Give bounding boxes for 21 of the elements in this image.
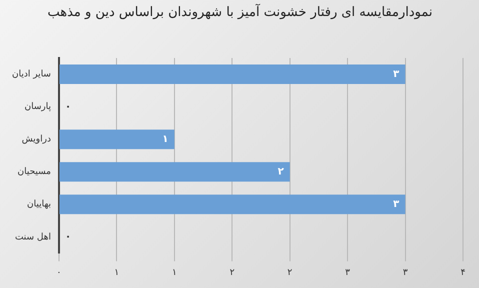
x-tick-label: ۳ <box>345 268 350 278</box>
y-tick-label: سایر ادیان <box>12 70 51 80</box>
x-tick-label: ۲ <box>230 268 235 278</box>
x-tick-label: ۱ <box>114 268 120 278</box>
chart-title: نمودارمقایسه ای رفتار خشونت آمیز با شهروندان براساس دین و مذهب <box>46 4 434 21</box>
y-tick-label: اهل سنت <box>14 232 51 242</box>
y-tick-label: دراویش <box>22 134 51 145</box>
data-label: ۳ <box>393 198 400 210</box>
data-label: ۲ <box>278 166 284 178</box>
x-tick-label: ۳ <box>402 268 408 278</box>
data-label: ۱ <box>162 134 168 145</box>
data-label: ۰ <box>64 101 72 112</box>
x-tick-label: ۱ <box>172 268 177 278</box>
y-tick-label: بهاییان <box>27 200 51 210</box>
x-tick-label: ۲ <box>287 268 292 278</box>
x-tick-label: ۴ <box>460 268 466 278</box>
data-label: ۳ <box>393 68 400 80</box>
y-tick-label: مسیحیان <box>18 167 52 178</box>
y-tick-label: پارسان <box>24 102 52 112</box>
data-label: ۰ <box>64 232 72 243</box>
x-tick-label: ۰ <box>56 268 62 278</box>
